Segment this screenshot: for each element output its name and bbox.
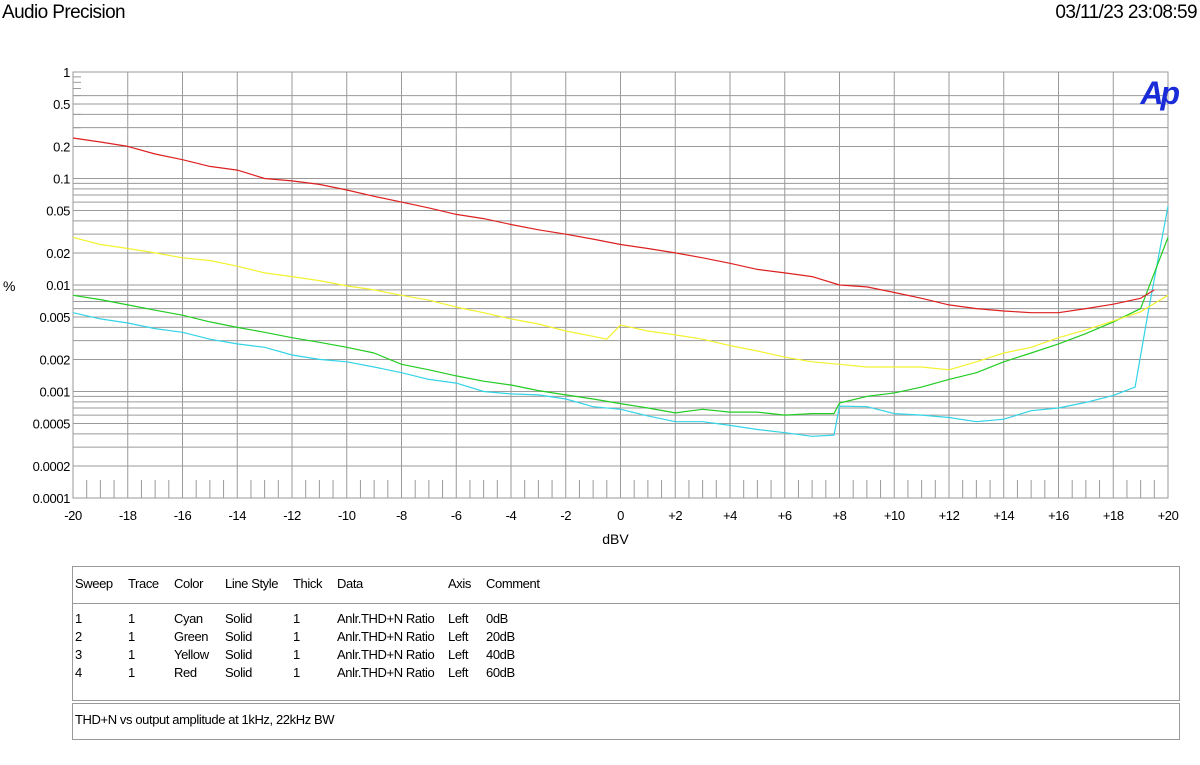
- y-tick-label: 0.01: [46, 278, 70, 293]
- legend-cell: Left: [448, 629, 469, 644]
- y-tick-label: 0.02: [46, 246, 70, 261]
- comment-text: THD+N vs output amplitude at 1kHz, 22kHz…: [75, 712, 335, 727]
- legend-cell: Left: [448, 647, 469, 662]
- x-tick-label: -8: [396, 508, 407, 523]
- series-line-cyan: [72, 206, 1169, 437]
- y-tick-label: 0.001: [39, 385, 70, 400]
- x-tick-label: -4: [506, 508, 517, 523]
- y-tick-label: 0.0005: [33, 417, 71, 432]
- x-tick-label: +6: [778, 508, 792, 523]
- x-tick-label: +12: [939, 508, 960, 523]
- legend-cell: 1: [293, 629, 300, 644]
- legend-cell: 4: [75, 665, 82, 680]
- x-tick-label: +10: [884, 508, 905, 523]
- legend-header-cell: Line Style: [225, 576, 279, 591]
- legend-divider: [73, 603, 1179, 604]
- legend-cell: Solid: [225, 665, 252, 680]
- series-line-yellow: [72, 236, 1169, 371]
- x-tick-label: -16: [174, 508, 192, 523]
- legend-table: Sweep Trace Color Line Style Thick Data Axis Co…: [72, 566, 1180, 701]
- legend-cell: Green: [174, 629, 209, 644]
- y-tick-label: 1: [63, 65, 70, 80]
- x-tick-label: +2: [668, 508, 682, 523]
- legend-cell: Anlr.THD+N Ratio: [337, 647, 435, 662]
- legend-cell: Solid: [225, 611, 252, 626]
- legend-cell: Solid: [225, 647, 252, 662]
- y-tick-label: 0.1: [53, 172, 70, 187]
- legend-cell: Yellow: [174, 647, 209, 662]
- x-tick-label: +20: [1158, 508, 1179, 523]
- timestamp: 03/11/23 23:08:59: [1055, 2, 1197, 23]
- x-tick-label: -20: [64, 508, 82, 523]
- legend-cell: Anlr.THD+N Ratio: [337, 665, 435, 680]
- legend-cell: Solid: [225, 629, 252, 644]
- x-tick-label: +16: [1048, 508, 1069, 523]
- ap-logo: Ap: [1139, 75, 1179, 111]
- legend-cell: 0dB: [486, 611, 508, 626]
- y-tick-label: 0.005: [39, 310, 70, 325]
- legend-cell: Cyan: [174, 611, 203, 626]
- legend-header-cell: Sweep: [75, 576, 113, 591]
- legend-cell: 60dB: [486, 665, 515, 680]
- legend-cell: 3: [75, 647, 82, 662]
- legend-cell: 1: [293, 665, 300, 680]
- x-tick-label: -14: [228, 508, 246, 523]
- x-tick-label: -12: [283, 508, 301, 523]
- legend-cell: 1: [75, 611, 82, 626]
- legend-cell: 40dB: [486, 647, 515, 662]
- legend-cell: Left: [448, 665, 469, 680]
- legend-cell: 1: [128, 611, 135, 626]
- legend-cell: Anlr.THD+N Ratio: [337, 629, 435, 644]
- x-axis-label: dBV: [602, 531, 629, 547]
- legend-cell: Anlr.THD+N Ratio: [337, 611, 435, 626]
- x-tick-label: -10: [338, 508, 356, 523]
- legend-cell: 20dB: [486, 629, 515, 644]
- legend-cell: Left: [448, 611, 469, 626]
- y-tick-label: 0.002: [39, 352, 70, 367]
- legend-cell: 2: [75, 629, 82, 644]
- legend-cell: 1: [128, 647, 135, 662]
- y-axis-label: %: [3, 278, 15, 294]
- x-tick-label: +8: [832, 508, 846, 523]
- series-line-red: [72, 137, 1155, 314]
- y-tick-label: 0.0002: [33, 459, 71, 474]
- comment-box: THD+N vs output amplitude at 1kHz, 22kHz…: [72, 703, 1180, 740]
- x-tick-label: +18: [1103, 508, 1124, 523]
- legend-cell: 1: [293, 647, 300, 662]
- x-tick-label: -2: [560, 508, 571, 523]
- legend-header-cell: Trace: [128, 576, 159, 591]
- x-tick-label: 0: [617, 508, 624, 523]
- legend-cell: 1: [128, 629, 135, 644]
- legend-header-cell: Axis: [448, 576, 471, 591]
- legend-header-cell: Data: [337, 576, 363, 591]
- legend-header-cell: Color: [174, 576, 204, 591]
- y-tick-label: 0.2: [53, 139, 70, 154]
- x-tick-label: +4: [723, 508, 737, 523]
- app-brand-title: Audio Precision: [2, 2, 126, 23]
- thd-chart: 1 0.5 0.2 0.1 0.05 0.02 0.01 0.005 0.002 0.001 0.0…: [3, 65, 1182, 547]
- legend-header-cell: Comment: [486, 576, 540, 591]
- y-tick-label: 0.05: [46, 204, 70, 219]
- x-tick-label: -6: [451, 508, 462, 523]
- y-tick-label: 0.0001: [33, 491, 71, 506]
- y-tick-label: 0.5: [53, 97, 70, 112]
- legend-header-cell: Thick: [293, 576, 323, 591]
- legend-cell: 1: [293, 611, 300, 626]
- legend-cell: Red: [174, 665, 197, 680]
- x-tick-label: -18: [119, 508, 137, 523]
- x-tick-label: +14: [993, 508, 1014, 523]
- legend-cell: 1: [128, 665, 135, 680]
- series-line-green: [72, 237, 1169, 416]
